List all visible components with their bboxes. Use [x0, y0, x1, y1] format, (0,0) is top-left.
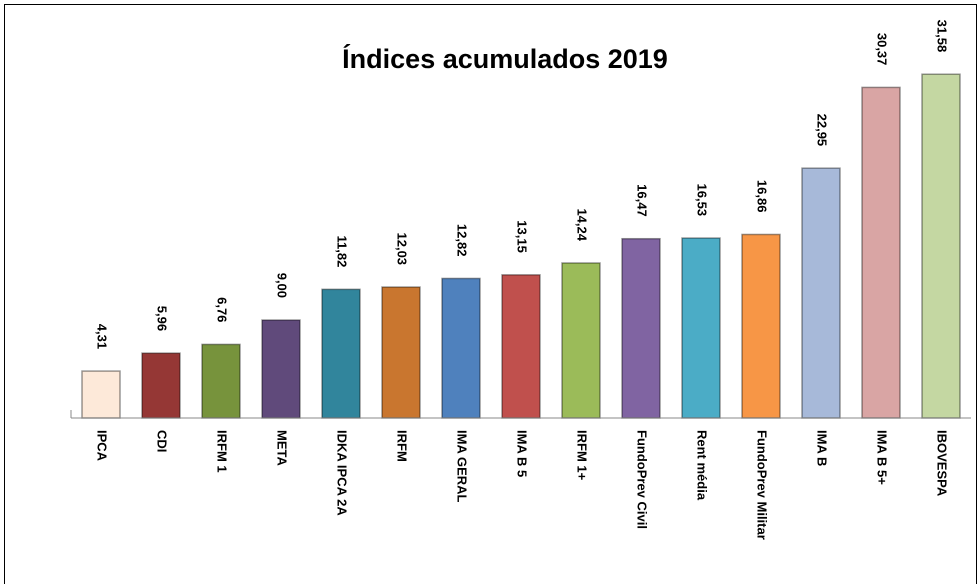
bar	[921, 73, 961, 419]
value-label: 6,76	[215, 297, 230, 322]
value-label: 16,53	[695, 184, 710, 217]
x-tick-label: IDKA IPCA 2A	[335, 430, 350, 516]
value-label: 31,58	[935, 20, 950, 53]
x-tick-label: IRFM 1	[215, 430, 230, 473]
bar	[381, 286, 421, 419]
bar	[201, 343, 241, 419]
value-label: 16,47	[635, 184, 650, 217]
x-tick-label: FundoPrev Militar	[755, 430, 770, 540]
bar	[861, 86, 901, 419]
bar	[801, 167, 841, 419]
bar	[561, 262, 601, 419]
x-tick-label: IPCA	[95, 430, 110, 462]
value-label: 13,15	[515, 220, 530, 253]
value-label: 16,86	[755, 180, 770, 213]
x-tick-label: Rent média	[695, 430, 710, 501]
value-label: 9,00	[275, 273, 290, 298]
chart-title: Índices acumulados 2019	[342, 43, 668, 74]
value-label: 30,37	[875, 33, 890, 66]
bar	[441, 277, 481, 419]
bar	[321, 288, 361, 419]
bar	[621, 237, 661, 419]
x-tick-label: IBOVESPA	[935, 430, 950, 497]
x-tick-label: IRFM	[395, 430, 410, 462]
value-label: 14,24	[575, 208, 590, 241]
x-tick-label: CDI	[155, 430, 170, 452]
value-label: 12,03	[395, 232, 410, 265]
bar	[261, 319, 301, 419]
value-label: 4,31	[95, 324, 110, 349]
bar	[141, 352, 181, 419]
x-tick-label: IMA GERAL	[455, 430, 470, 503]
x-tick-label: IMA B 5	[515, 430, 530, 477]
x-tick-label: META	[275, 430, 290, 466]
bar	[501, 274, 541, 419]
x-tick-label: IMA B 5+	[875, 430, 890, 485]
value-label: 12,82	[455, 224, 470, 257]
bar	[81, 370, 121, 419]
value-label: 5,96	[155, 306, 170, 331]
bar	[681, 237, 721, 419]
value-label: 22,95	[815, 114, 830, 147]
value-label: 11,82	[335, 236, 350, 268]
x-tick-label: IMA B	[815, 430, 830, 466]
x-tick-label: IRFM 1+	[575, 430, 590, 481]
x-tick-label: FundoPrev Civil	[635, 430, 650, 529]
bar	[741, 233, 781, 419]
